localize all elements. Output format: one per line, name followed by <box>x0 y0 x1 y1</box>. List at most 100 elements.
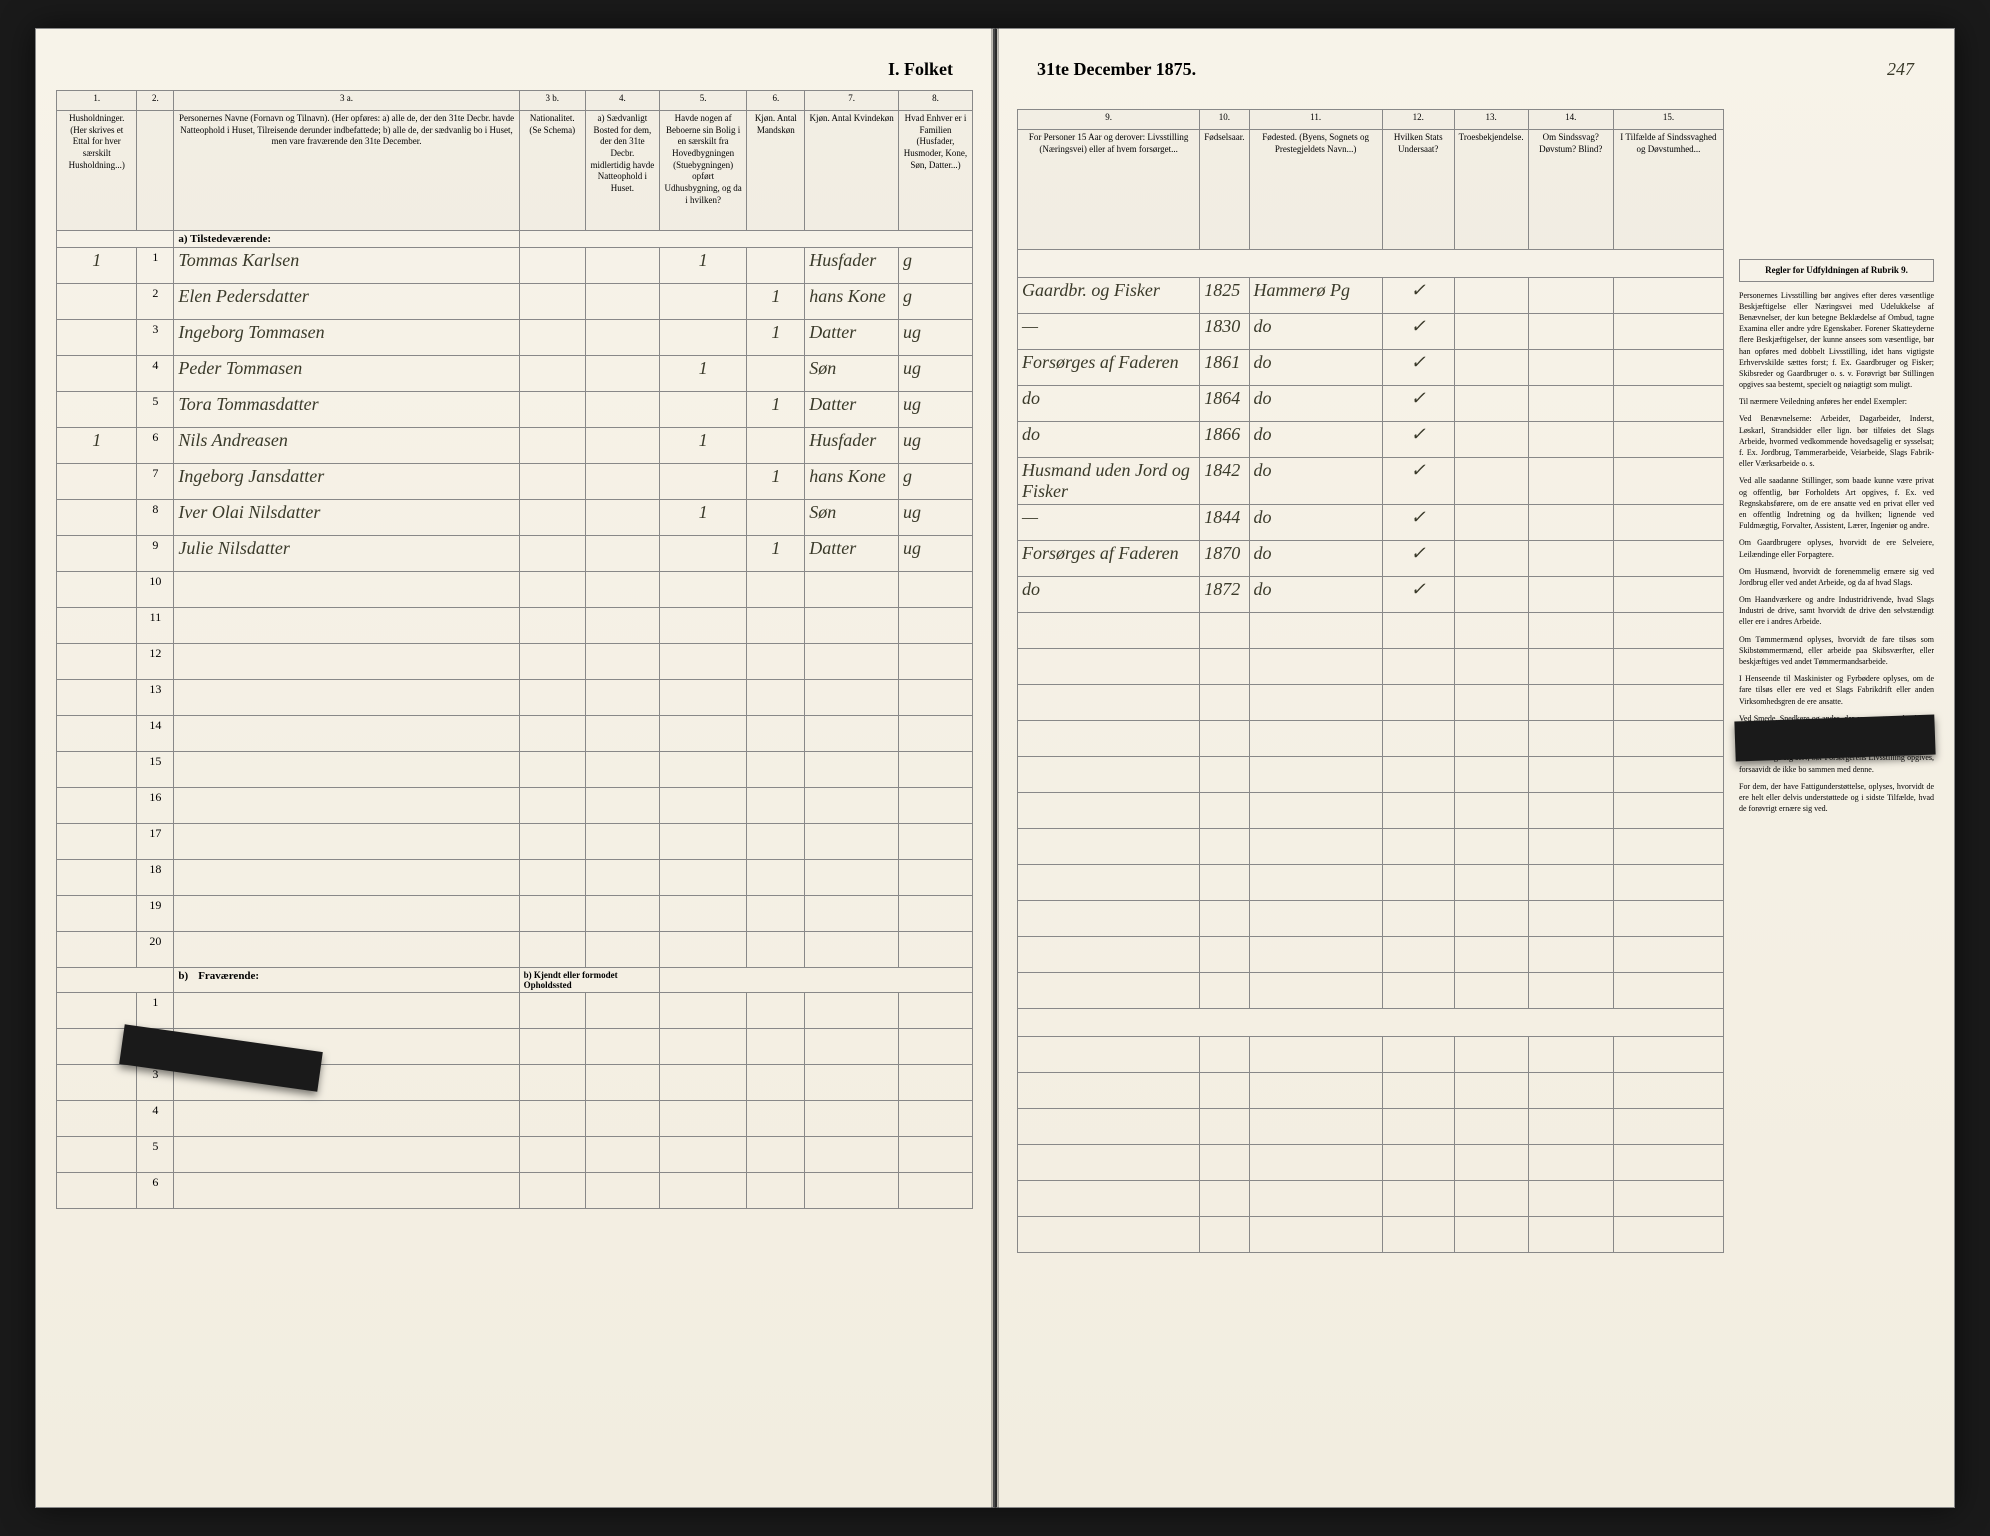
col-num: 3 b. <box>519 91 585 111</box>
instruction-paragraph: I Henseende til Maskinister og Fyrbødere… <box>1739 673 1934 707</box>
table-row: 16 <box>57 788 973 824</box>
col-num: 8. <box>898 91 972 111</box>
col-header: Troesbekjendelse. <box>1454 130 1528 250</box>
table-row <box>1018 1145 1724 1181</box>
col-header: Fødested. (Byens, Sognets og Prestegjeld… <box>1249 130 1382 250</box>
table-row: Forsørges af Faderen 1870 do ✓ <box>1018 541 1724 577</box>
col-header: Personernes Navne (Fornavn og Tilnavn). … <box>174 111 519 231</box>
col-header: Nationalitet. (Se Schema) <box>519 111 585 231</box>
table-row <box>1018 649 1724 685</box>
table-row: do 1872 do ✓ <box>1018 577 1724 613</box>
col-num: 11. <box>1249 110 1382 130</box>
table-row <box>1018 829 1724 865</box>
col-header: Husholdninger. (Her skrives et Ettal for… <box>57 111 137 231</box>
page-title-left: I. Folket <box>56 59 973 80</box>
table-row: 14 <box>57 716 973 752</box>
table-row: do 1864 do ✓ <box>1018 386 1724 422</box>
col-num: 3 a. <box>174 91 519 111</box>
col-num: 13. <box>1454 110 1528 130</box>
table-row <box>1018 1181 1724 1217</box>
table-row <box>1018 757 1724 793</box>
table-row: 1 6 Nils Andreasen 1 Husfader ug <box>57 428 973 464</box>
table-row: 11 <box>57 608 973 644</box>
table-row: 17 <box>57 824 973 860</box>
col-header <box>137 111 174 231</box>
ledger-table-right: 9. 10. 11. 12. 13. 14. 15. For Personer … <box>1017 109 1724 1253</box>
col-num: 12. <box>1382 110 1454 130</box>
table-row: 15 <box>57 752 973 788</box>
col-num: 7. <box>805 91 899 111</box>
table-row: Gaardbr. og Fisker 1825 Hammerø Pg ✓ <box>1018 278 1724 314</box>
col-header: For Personer 15 Aar og derover: Livsstil… <box>1018 130 1200 250</box>
table-row: Forsørges af Faderen 1861 do ✓ <box>1018 350 1724 386</box>
book-spine <box>991 28 999 1508</box>
col-header: Hvilken Stats Undersaat? <box>1382 130 1454 250</box>
page-number: 247 <box>1887 59 1914 80</box>
section-b-label: b)Fraværende: <box>174 968 519 993</box>
section-a-label: a) Tilstedeværende: <box>174 231 519 248</box>
table-row: 7 Ingeborg Jansdatter 1 hans Kone g <box>57 464 973 500</box>
table-row: 3 Ingeborg Tommasen 1 Datter ug <box>57 320 973 356</box>
instruction-paragraph: Om Husmænd, hvorvidt de forenemmelig ern… <box>1739 566 1934 588</box>
table-row <box>1018 937 1724 973</box>
table-row: 4 Peder Tommasen 1 Søn ug <box>57 356 973 392</box>
col-header: Om Sindssvag? Døvstum? Blind? <box>1528 130 1613 250</box>
table-row: 18 <box>57 860 973 896</box>
table-row: 5 <box>57 1137 973 1173</box>
table-row <box>1018 793 1724 829</box>
col-num: 4. <box>585 91 659 111</box>
col-num: 15. <box>1613 110 1723 130</box>
ledger-right-page: 247 31te December 1875. 9. 10. 11. 12. 1… <box>995 28 1955 1508</box>
table-row: 20 <box>57 932 973 968</box>
col-header: I Tilfælde af Sindssvaghed og Døvstumhed… <box>1613 130 1723 250</box>
instruction-paragraph: Til nærmere Veiledning anføres her endel… <box>1739 396 1934 407</box>
table-row <box>1018 721 1724 757</box>
table-row: 10 <box>57 572 973 608</box>
table-row: do 1866 do ✓ <box>1018 422 1724 458</box>
table-row: 4 <box>57 1101 973 1137</box>
table-row <box>1018 685 1724 721</box>
instruction-paragraph: Om Haandværkere og andre Industridrivend… <box>1739 594 1934 628</box>
instruction-paragraph: Ved alle saadanne Stillinger, som baade … <box>1739 475 1934 531</box>
col-header: Kjøn. Antal Kvindekøn <box>805 111 899 231</box>
table-row <box>1018 865 1724 901</box>
instruction-paragraph: Personernes Livsstilling bør angives eft… <box>1739 290 1934 391</box>
col-num: 2. <box>137 91 174 111</box>
table-row: 13 <box>57 680 973 716</box>
col-num: 10. <box>1200 110 1249 130</box>
table-row: — 1844 do ✓ <box>1018 505 1724 541</box>
table-row <box>1018 973 1724 1009</box>
table-row: — 1830 do ✓ <box>1018 314 1724 350</box>
col-num: 9. <box>1018 110 1200 130</box>
col-num: 6. <box>747 91 805 111</box>
table-row: 5 Tora Tommasdatter 1 Datter ug <box>57 392 973 428</box>
instruction-paragraph: Ved Benævnelserne: Arbeider, Dagarbeider… <box>1739 413 1934 469</box>
archival-clip <box>1734 715 1935 762</box>
table-row <box>1018 1217 1724 1253</box>
col-num: 5. <box>659 91 747 111</box>
table-row: 8 Iver Olai Nilsdatter 1 Søn ug <box>57 500 973 536</box>
col-header: Havde nogen af Beboerne sin Bolig i en s… <box>659 111 747 231</box>
table-row: 9 Julie Nilsdatter 1 Datter ug <box>57 536 973 572</box>
col-header: Kjøn. Antal Mandskøn <box>747 111 805 231</box>
census-ledger-book: I. Folket 1. 2. 3 a. 3 b. 4. 5. 6. 7. 8.… <box>35 28 1955 1508</box>
table-row: 1 1 Tommas Karlsen 1 Husfader g <box>57 248 973 284</box>
col-num: 14. <box>1528 110 1613 130</box>
instruction-paragraph: Om Gaardbrugere oplyses, hvorvidt de ere… <box>1739 537 1934 559</box>
table-row: Husmand uden Jord og Fisker 1842 do ✓ <box>1018 458 1724 505</box>
ledger-left-page: I. Folket 1. 2. 3 a. 3 b. 4. 5. 6. 7. 8.… <box>35 28 995 1508</box>
col-header: Fødselsaar. <box>1200 130 1249 250</box>
table-row <box>1018 1109 1724 1145</box>
table-row: 2 Elen Pedersdatter 1 hans Kone g <box>57 284 973 320</box>
col-header: Hvad Enhver er i Familien (Husfader, Hus… <box>898 111 972 231</box>
table-row <box>1018 901 1724 937</box>
table-row: 1 <box>57 993 973 1029</box>
table-row <box>1018 613 1724 649</box>
table-row: 19 <box>57 896 973 932</box>
col-header: Regler for Udfyldningen af Rubrik 9. <box>1739 259 1934 282</box>
instruction-paragraph: For dem, der have Fattigunderstøttelse, … <box>1739 781 1934 815</box>
page-title-right: 31te December 1875. <box>1017 59 1934 80</box>
table-row <box>1018 1037 1724 1073</box>
table-row: 6 <box>57 1173 973 1209</box>
instruction-paragraph: Om Tømmermænd oplyses, hvorvidt de fare … <box>1739 634 1934 668</box>
